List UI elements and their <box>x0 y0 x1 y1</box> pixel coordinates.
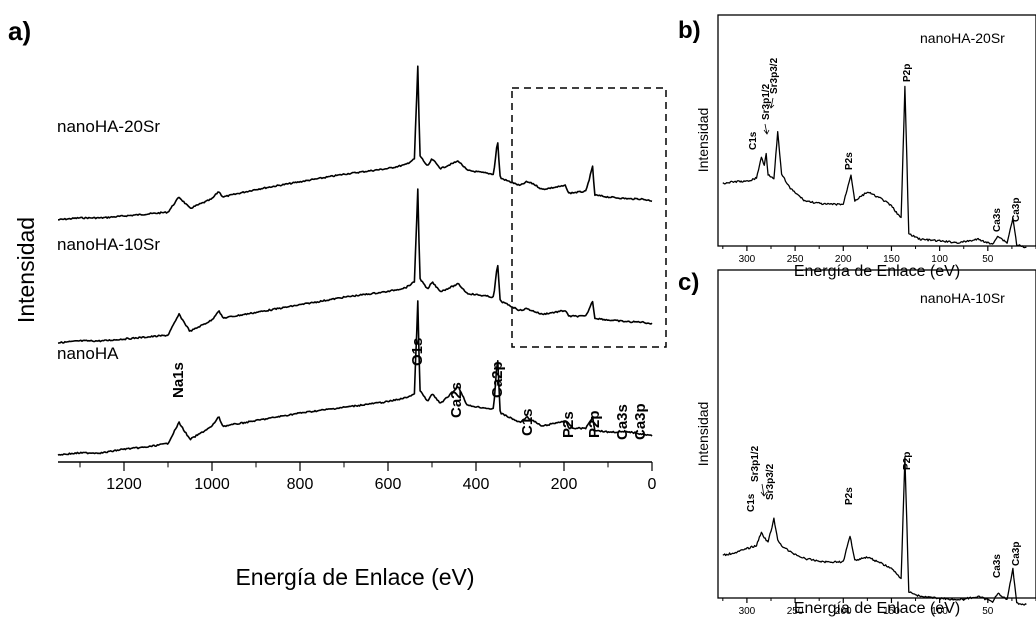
c-peak-sr3p32: Sr3p3/2 <box>765 463 776 500</box>
panel-b-x-axis-label: Energía de Enlace (eV) <box>794 263 960 280</box>
b-arrow-sr3p32 <box>768 97 775 109</box>
tick-label-100: 100 <box>931 606 948 617</box>
panel-c-ticks: 300 250 200 150 100 50 <box>722 598 1036 617</box>
tick-label-300: 300 <box>739 254 756 265</box>
zoom-region-box <box>511 87 667 348</box>
peak-label-ca3s: Ca3s <box>614 404 631 440</box>
b-peak-c1s: C1s <box>748 131 759 150</box>
panel-a-series <box>57 65 653 456</box>
series-label-nanoha: nanoHA <box>57 344 119 363</box>
tick-label-1200: 1200 <box>106 476 142 493</box>
panel-c-label: c) <box>678 269 699 296</box>
panel-c-frame <box>717 269 1036 599</box>
tick-label-600: 600 <box>375 476 402 493</box>
panel-a-y-axis-label: Intensidad <box>13 217 39 323</box>
tick-label-50: 50 <box>982 606 994 617</box>
tick-label-50: 50 <box>982 254 994 265</box>
b-peak-sr3p32: Sr3p3/2 <box>769 57 780 94</box>
c-arrow-sr3p <box>760 483 768 497</box>
panel-b: 300 250 200 150 100 50 nanoHA-20Sr C1s Sr3p1/… <box>695 14 1036 280</box>
panel-c-title: nanoHA-10Sr <box>920 290 1005 306</box>
c-peak-c1s: C1s <box>746 493 757 512</box>
c-peak-p2p: P2p <box>902 452 913 470</box>
series-line-0 <box>722 456 1027 606</box>
peak-label-ca3p: Ca3p <box>632 403 649 440</box>
peak-label-ca2p: Ca2p <box>489 361 506 398</box>
c-peak-sr3p12: Sr3p1/2 <box>750 445 761 482</box>
series-line-1 <box>57 188 653 344</box>
panel-b-y-axis-label: Intensidad <box>695 108 711 173</box>
tick-label-400: 400 <box>463 476 490 493</box>
peak-label-na1s: Na1s <box>170 362 187 398</box>
panel-c-series <box>722 456 1027 606</box>
panel-b-label: b) <box>678 17 701 44</box>
tick-label-150: 150 <box>883 254 900 265</box>
series-line-0 <box>722 85 1027 249</box>
series-line-2 <box>57 300 653 456</box>
panel-b-series <box>722 85 1027 249</box>
panel-c-y-axis-label: Intensidad <box>695 402 711 467</box>
tick-label-0: 0 <box>648 476 657 493</box>
b-arrow-sr3p12 <box>763 123 770 135</box>
b-peak-p2p: P2p <box>902 64 913 82</box>
b-peak-p2s: P2s <box>844 152 855 170</box>
tick-label-200: 200 <box>835 606 852 617</box>
peak-label-p2p: P2p <box>586 410 603 438</box>
peak-label-p2s: P2s <box>560 411 577 438</box>
c-peak-p2s: P2s <box>844 487 855 505</box>
tick-label-200: 200 <box>551 476 578 493</box>
tick-label-250: 250 <box>787 606 804 617</box>
peak-label-ca2s: Ca2s <box>448 382 465 418</box>
panel-a-label: a) <box>8 16 31 46</box>
panel-a-x-axis-label: Energía de Enlace (eV) <box>235 564 474 590</box>
peak-label-o1s: O1s <box>409 338 426 366</box>
tick-label-200: 200 <box>835 254 852 265</box>
b-peak-ca3p: Ca3p <box>1011 198 1022 222</box>
tick-label-800: 800 <box>287 476 314 493</box>
series-label-nanoha-20sr: nanoHA-20Sr <box>57 117 160 136</box>
tick-label-250: 250 <box>787 254 804 265</box>
series-label-nanoha-10sr: nanoHA-10Sr <box>57 235 160 254</box>
c-peak-ca3p: Ca3p <box>1011 542 1022 566</box>
peak-label-c1s: C1s <box>519 408 536 436</box>
panel-a-ticks: 1200 1000 800 600 400 200 0 <box>79 462 657 493</box>
panel-b-title: nanoHA-20Sr <box>920 30 1005 46</box>
tick-label-150: 150 <box>883 606 900 617</box>
panel-a: 1200 1000 800 600 400 200 0 nanoHA-20Sr nanoHA… <box>13 65 667 590</box>
tick-label-300: 300 <box>739 606 756 617</box>
panel-b-frame <box>717 14 1036 247</box>
b-peak-ca3s: Ca3s <box>992 208 1003 232</box>
b-peak-sr3p12: Sr3p1/2 <box>761 83 772 120</box>
panel-c-x-axis-label: Energía de Enlace (eV) <box>794 600 960 617</box>
panel-b-ticks: 300 250 200 150 100 50 <box>722 246 1036 265</box>
series-line-0 <box>58 65 653 221</box>
tick-label-1000: 1000 <box>194 476 230 493</box>
panel-c: 300 250 200 150 100 50 nanoHA-10Sr C1s Sr3p1/… <box>695 269 1036 617</box>
c-peak-ca3s: Ca3s <box>992 554 1003 578</box>
tick-label-100: 100 <box>931 254 948 265</box>
